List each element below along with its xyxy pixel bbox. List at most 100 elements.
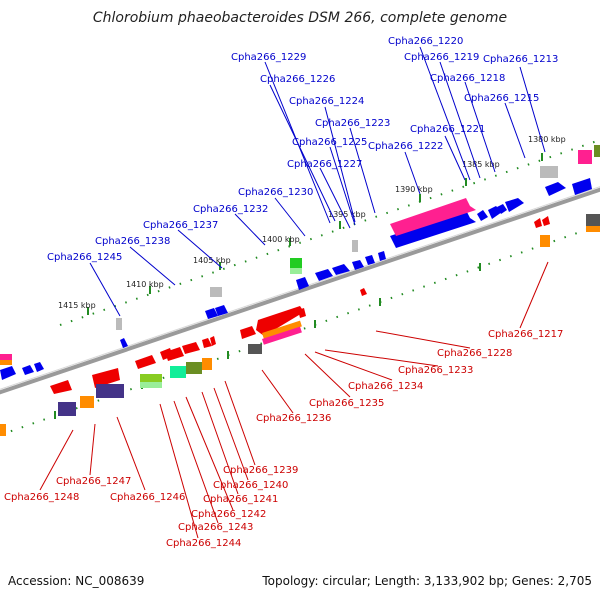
gene-box[interactable] bbox=[594, 145, 600, 157]
genome-summary-text: Topology: circular; Length: 3,133,902 bp… bbox=[262, 574, 592, 588]
gene-arrow[interactable] bbox=[298, 308, 306, 318]
gene-label[interactable]: Cpha266_1233 bbox=[398, 365, 473, 376]
gene-box[interactable] bbox=[248, 344, 262, 354]
gene-label[interactable]: Cpha266_1217 bbox=[488, 329, 563, 340]
gene-arrow[interactable] bbox=[477, 210, 488, 221]
gene-label[interactable]: Cpha266_1229 bbox=[231, 52, 306, 63]
scale-label: 1395 kbp bbox=[328, 210, 366, 219]
gene-arrow[interactable] bbox=[360, 288, 367, 296]
reverse-labels: Cpha266_1217 Cpha266_1228 Cpha266_1233 C… bbox=[4, 329, 563, 549]
gene-box[interactable] bbox=[96, 384, 124, 398]
gene-arrow[interactable] bbox=[542, 216, 550, 226]
gene-box[interactable] bbox=[116, 318, 122, 330]
gene-label[interactable]: Cpha266_1234 bbox=[348, 381, 423, 392]
gene-box[interactable] bbox=[0, 360, 12, 365]
gene-arrow[interactable] bbox=[332, 264, 350, 275]
gene-arrow[interactable] bbox=[505, 198, 524, 212]
gene-label[interactable]: Cpha266_1240 bbox=[213, 480, 288, 491]
gene-label[interactable]: Cpha266_1215 bbox=[464, 93, 539, 104]
gene-arrow[interactable] bbox=[215, 305, 228, 316]
gene-arrow[interactable] bbox=[378, 251, 386, 261]
gene-box[interactable] bbox=[210, 287, 222, 297]
gene-arrow[interactable] bbox=[165, 347, 184, 361]
gene-label[interactable]: Cpha266_1213 bbox=[483, 54, 558, 65]
gene-label[interactable]: Cpha266_1219 bbox=[404, 52, 479, 63]
gene-arrow[interactable] bbox=[202, 338, 212, 348]
gene-label[interactable]: Cpha266_1232 bbox=[193, 204, 268, 215]
gene-label[interactable]: Cpha266_1221 bbox=[410, 124, 485, 135]
gene-box[interactable] bbox=[0, 354, 12, 360]
gene-arrow[interactable] bbox=[34, 362, 44, 372]
gene-arrow[interactable] bbox=[205, 308, 218, 319]
gene-label[interactable]: Cpha266_1236 bbox=[256, 413, 331, 424]
gene-label[interactable]: Cpha266_1238 bbox=[95, 236, 170, 247]
gene-box[interactable] bbox=[290, 258, 302, 268]
gene-box[interactable] bbox=[578, 150, 592, 164]
gene-box[interactable] bbox=[540, 235, 550, 247]
gene-box[interactable] bbox=[586, 226, 600, 232]
gene-arrow[interactable] bbox=[390, 198, 476, 236]
gene-box[interactable] bbox=[540, 166, 558, 178]
gene-arrow[interactable] bbox=[352, 260, 364, 270]
forward-leader-lines bbox=[89, 46, 546, 317]
gene-box[interactable] bbox=[140, 374, 162, 382]
gene-label[interactable]: Cpha266_1225 bbox=[292, 137, 367, 148]
gene-label[interactable]: Cpha266_1227 bbox=[287, 159, 362, 170]
gene-label[interactable]: Cpha266_1224 bbox=[289, 96, 364, 107]
gene-arrow[interactable] bbox=[296, 277, 309, 290]
gene-label[interactable]: Cpha266_1223 bbox=[315, 118, 390, 129]
scale-label: 1400 kbp bbox=[262, 235, 300, 244]
forward-labels: Cpha266_1220 Cpha266_1219 Cpha266_1213 C… bbox=[47, 36, 558, 263]
gene-box[interactable] bbox=[352, 240, 358, 252]
gene-label[interactable]: Cpha266_1237 bbox=[143, 220, 218, 231]
gene-label[interactable]: Cpha266_1235 bbox=[309, 398, 384, 409]
gene-box[interactable] bbox=[586, 214, 600, 226]
gene-label[interactable]: Cpha266_1239 bbox=[223, 465, 298, 476]
gene-label[interactable]: Cpha266_1245 bbox=[47, 252, 122, 263]
gene-box[interactable] bbox=[290, 268, 302, 274]
gene-label[interactable]: Cpha266_1241 bbox=[203, 494, 278, 505]
gene-box[interactable] bbox=[261, 320, 302, 339]
gene-box[interactable] bbox=[170, 366, 186, 378]
gene-arrow[interactable] bbox=[256, 306, 304, 336]
gene-box[interactable] bbox=[0, 424, 6, 436]
gene-label[interactable]: Cpha266_1247 bbox=[56, 476, 131, 487]
gene-label[interactable]: Cpha266_1220 bbox=[388, 36, 463, 47]
gene-box[interactable] bbox=[58, 402, 76, 416]
gene-label[interactable]: Cpha266_1246 bbox=[110, 492, 185, 503]
gene-label[interactable]: Cpha266_1218 bbox=[430, 73, 505, 84]
gene-arrow[interactable] bbox=[210, 336, 216, 346]
reverse-leader-lines bbox=[39, 261, 549, 539]
gene-label[interactable]: Cpha266_1222 bbox=[368, 141, 443, 152]
gene-arrow[interactable] bbox=[135, 355, 156, 369]
gene-box[interactable] bbox=[202, 358, 212, 370]
gene-arrow[interactable] bbox=[240, 326, 256, 339]
gene-arrow[interactable] bbox=[22, 365, 34, 375]
forward-genes bbox=[0, 145, 600, 380]
gene-arrow[interactable] bbox=[182, 342, 200, 354]
gene-arrow[interactable] bbox=[365, 255, 375, 265]
gene-arrow[interactable] bbox=[572, 178, 592, 195]
gene-label[interactable]: Cpha266_1228 bbox=[437, 348, 512, 359]
gene-box[interactable] bbox=[186, 362, 202, 374]
scale-label: 1415 kbp bbox=[58, 301, 96, 310]
gene-arrow[interactable] bbox=[50, 380, 72, 394]
gene-arrow[interactable] bbox=[120, 338, 128, 348]
gene-arrow[interactable] bbox=[315, 269, 333, 281]
gene-label[interactable]: Cpha266_1244 bbox=[166, 538, 241, 549]
gene-label[interactable]: Cpha266_1248 bbox=[4, 492, 79, 503]
gene-box[interactable] bbox=[80, 396, 94, 408]
gene-label[interactable]: Cpha266_1226 bbox=[260, 74, 335, 85]
gene-arrow[interactable] bbox=[0, 366, 16, 380]
gene-label[interactable]: Cpha266_1242 bbox=[191, 509, 266, 520]
gene-label[interactable]: Cpha266_1230 bbox=[238, 187, 313, 198]
gene-box[interactable] bbox=[261, 326, 302, 345]
gene-label[interactable]: Cpha266_1243 bbox=[178, 522, 253, 533]
gene-arrow[interactable] bbox=[497, 204, 507, 214]
gene-arrow[interactable] bbox=[534, 218, 542, 228]
gene-arrow[interactable] bbox=[545, 182, 566, 196]
gene-box[interactable] bbox=[140, 382, 162, 388]
gene-arrow[interactable] bbox=[390, 210, 476, 248]
gene-arrow[interactable] bbox=[92, 368, 120, 388]
scale-label: 1405 kbp bbox=[193, 256, 231, 265]
